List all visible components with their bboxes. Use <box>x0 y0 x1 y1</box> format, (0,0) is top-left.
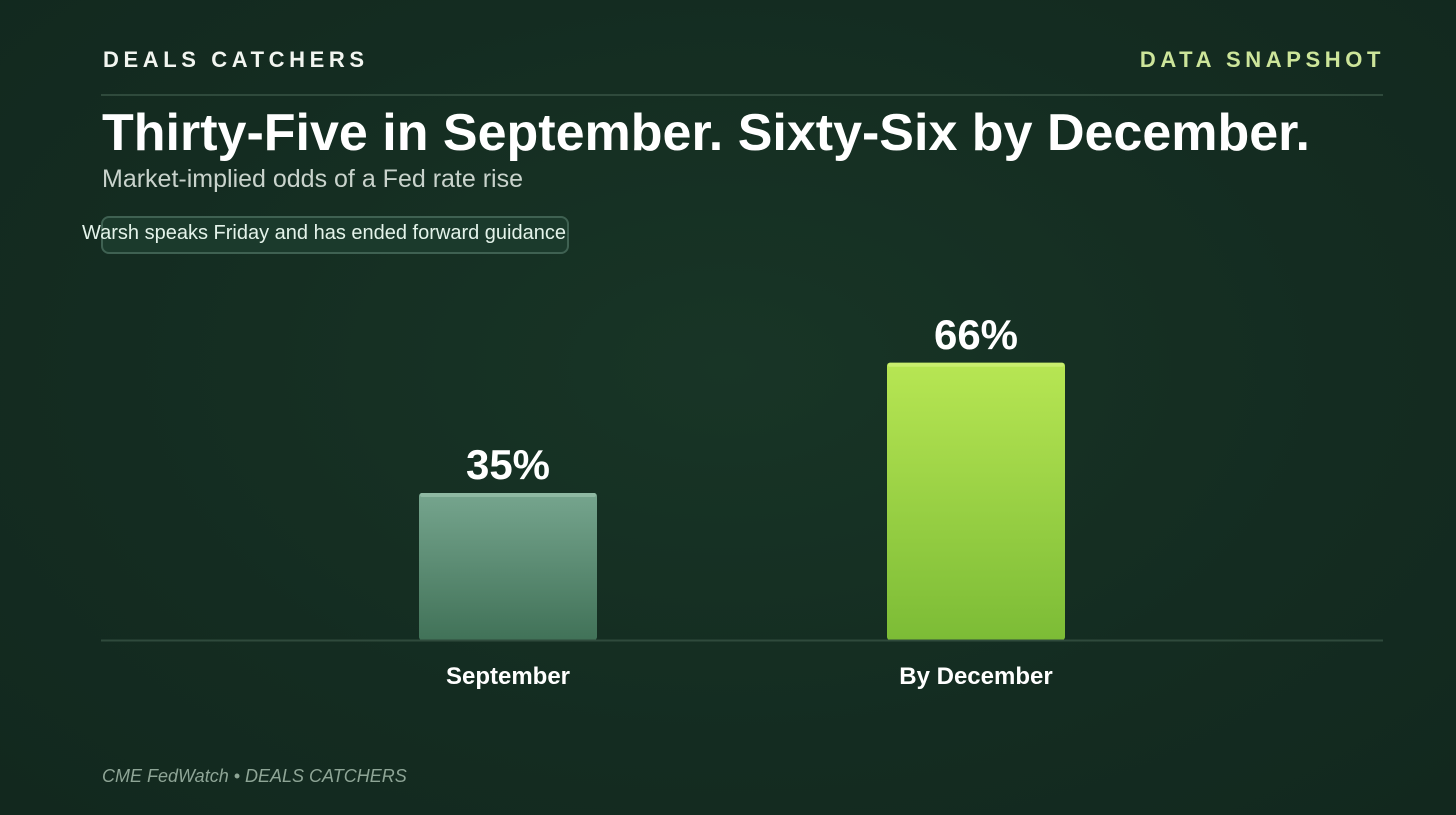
chart-title: Thirty-Five in September. Sixty-Six by D… <box>102 104 1310 162</box>
brand-name: DEALS CATCHERS <box>103 47 369 72</box>
annotation-badge <box>101 216 569 254</box>
category-label: By December <box>899 663 1052 690</box>
bar-september <box>419 493 597 640</box>
annotation-text: Warsh speaks Friday and has ended forwar… <box>82 222 566 244</box>
header-divider <box>101 94 1383 96</box>
value-label: 35% <box>466 441 550 488</box>
chart-subtitle: Market-implied odds of a Fed rate rise <box>102 165 524 193</box>
category-label: September <box>446 663 570 690</box>
bar-top-highlight <box>420 493 596 497</box>
value-label: 66% <box>934 311 1018 358</box>
section-tag: DATA SNAPSHOT <box>1139 47 1385 72</box>
bar-by-december <box>887 362 1065 640</box>
source-credit: CME FedWatch • DEALS CATCHERS <box>102 766 407 786</box>
bar-top-highlight <box>888 362 1064 367</box>
